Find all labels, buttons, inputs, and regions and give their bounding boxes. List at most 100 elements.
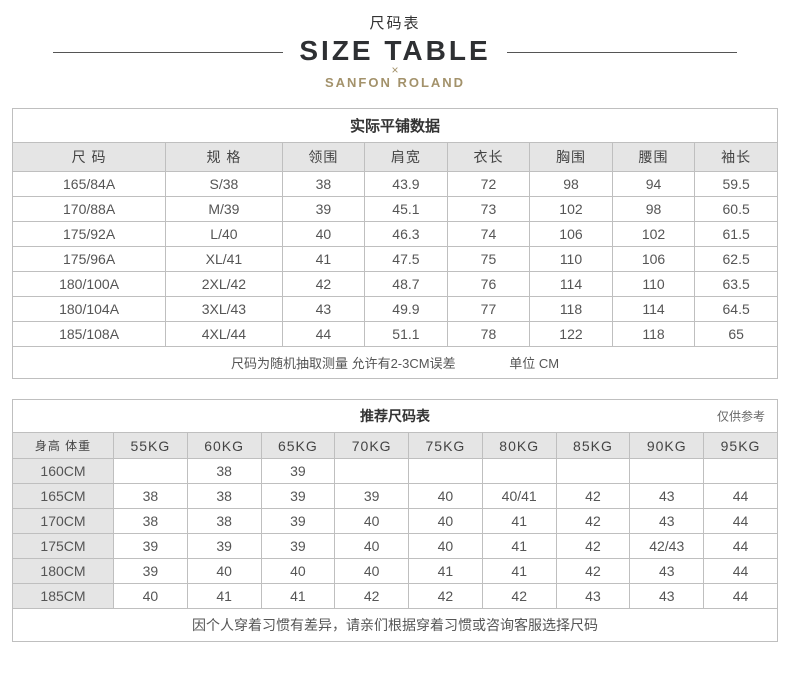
table1-cell: 180/104A — [13, 297, 166, 322]
table1-cell: 106 — [530, 222, 613, 247]
table2-cell: 40 — [261, 559, 335, 584]
table1-cell: 43.9 — [365, 172, 448, 197]
table2-cell — [113, 459, 187, 484]
table1-cell: 47.5 — [365, 247, 448, 272]
table2-cell: 38 — [187, 459, 261, 484]
table2-cell: 43 — [556, 584, 630, 609]
table1-cell: 75 — [447, 247, 530, 272]
table1-cell: 185/108A — [13, 322, 166, 347]
table2-height-cell: 185CM — [13, 584, 114, 609]
table1-footer-unit: 单位 CM — [509, 353, 559, 372]
col-70kg: 70KG — [335, 433, 409, 459]
table1-cell: 64.5 — [695, 297, 778, 322]
table1-cell: 110 — [612, 272, 695, 297]
table2-height-cell: 160CM — [13, 459, 114, 484]
table1-row: 175/92AL/404046.37410610261.5 — [13, 222, 778, 247]
corner-label: 身高 体重 — [13, 433, 114, 459]
col-95kg: 95KG — [704, 433, 778, 459]
col-spec: 规 格 — [166, 143, 282, 172]
table1-cell: 106 — [612, 247, 695, 272]
table2-cell — [335, 459, 409, 484]
table2-row: 180CM394040404141424344 — [13, 559, 778, 584]
measurement-table-wrap: 实际平铺数据 尺 码 规 格 领围 肩宽 衣长 胸围 腰围 袖长 165/84A… — [0, 108, 790, 379]
col-collar: 领围 — [282, 143, 365, 172]
table1-cell: 94 — [612, 172, 695, 197]
table2-cell: 42 — [556, 484, 630, 509]
table1-cell: 78 — [447, 322, 530, 347]
col-65kg: 65KG — [261, 433, 335, 459]
table2-cell: 40 — [187, 559, 261, 584]
table1-cell: 118 — [530, 297, 613, 322]
table2-cell: 42 — [556, 509, 630, 534]
table2-cell: 38 — [113, 484, 187, 509]
table2-cell: 39 — [261, 509, 335, 534]
table1-cell: 63.5 — [695, 272, 778, 297]
header: 尺码表 SIZE TABLE × SANFON ROLAND — [0, 0, 790, 98]
table2-cell — [630, 459, 704, 484]
table2-row: 165CM383839394040/41424344 — [13, 484, 778, 509]
table2-title-row: 推荐尺码表 仅供参考 — [13, 400, 778, 433]
col-90kg: 90KG — [630, 433, 704, 459]
table1-cell: 175/96A — [13, 247, 166, 272]
table1-cell: 110 — [530, 247, 613, 272]
table2-cell — [409, 459, 483, 484]
table2-cell — [556, 459, 630, 484]
table2-cell: 42 — [556, 534, 630, 559]
table1-cell: 61.5 — [695, 222, 778, 247]
table1-cell: 59.5 — [695, 172, 778, 197]
col-55kg: 55KG — [113, 433, 187, 459]
table2-reference-note: 仅供参考 — [717, 408, 765, 425]
table2-cell: 43 — [630, 559, 704, 584]
table2-row: 160CM3839 — [13, 459, 778, 484]
table2-header-row: 身高 体重 55KG 60KG 65KG 70KG 75KG 80KG 85KG… — [13, 433, 778, 459]
table1-cell: 3XL/43 — [166, 297, 282, 322]
table1-cell: 62.5 — [695, 247, 778, 272]
table2-cell: 43 — [630, 584, 704, 609]
table2-cell: 42/43 — [630, 534, 704, 559]
col-shoulder: 肩宽 — [365, 143, 448, 172]
measurement-table: 实际平铺数据 尺 码 规 格 领围 肩宽 衣长 胸围 腰围 袖长 165/84A… — [12, 108, 778, 379]
table2-cell: 41 — [409, 559, 483, 584]
table2-cell — [482, 459, 556, 484]
table1-row: 170/88AM/393945.1731029860.5 — [13, 197, 778, 222]
brand-name: SANFON ROLAND — [0, 75, 790, 90]
table2-cell: 39 — [113, 534, 187, 559]
table1-cell: 65 — [695, 322, 778, 347]
recommend-table: 推荐尺码表 仅供参考 身高 体重 55KG 60KG 65KG 70KG 75K… — [12, 399, 778, 642]
table1-cell: 43 — [282, 297, 365, 322]
table2-row: 170CM383839404041424344 — [13, 509, 778, 534]
table2-row: 185CM404141424242434344 — [13, 584, 778, 609]
table1-cell: S/38 — [166, 172, 282, 197]
table1-row: 165/84AS/383843.972989459.5 — [13, 172, 778, 197]
table2-cell — [704, 459, 778, 484]
table1-footer: 尺码为随机抽取测量 允许有2-3CM误差 单位 CM — [13, 347, 778, 379]
table2-cell: 44 — [704, 484, 778, 509]
table2-cell: 40/41 — [482, 484, 556, 509]
col-size: 尺 码 — [13, 143, 166, 172]
table2-height-cell: 180CM — [13, 559, 114, 584]
table1-cell: 44 — [282, 322, 365, 347]
recommend-table-wrap: 推荐尺码表 仅供参考 身高 体重 55KG 60KG 65KG 70KG 75K… — [0, 399, 790, 642]
table2-cell: 42 — [482, 584, 556, 609]
table2-cell: 40 — [409, 509, 483, 534]
table1-cell: 41 — [282, 247, 365, 272]
table1-cell: 38 — [282, 172, 365, 197]
table1-cell: 98 — [530, 172, 613, 197]
col-60kg: 60KG — [187, 433, 261, 459]
col-chest: 胸围 — [530, 143, 613, 172]
table1-header-row: 尺 码 规 格 领围 肩宽 衣长 胸围 腰围 袖长 — [13, 143, 778, 172]
table2-title: 推荐尺码表 — [360, 408, 430, 424]
table1-cell: 2XL/42 — [166, 272, 282, 297]
table2-row: 175CM3939394040414242/4344 — [13, 534, 778, 559]
title-english: SIZE TABLE — [283, 35, 506, 67]
table1-cell: 42 — [282, 272, 365, 297]
table1-cell: 74 — [447, 222, 530, 247]
table2-cell: 44 — [704, 509, 778, 534]
table1-cell: 102 — [530, 197, 613, 222]
table1-cell: 72 — [447, 172, 530, 197]
table2-cell: 40 — [409, 484, 483, 509]
col-waist: 腰围 — [612, 143, 695, 172]
table2-cell: 40 — [113, 584, 187, 609]
table2-cell: 41 — [482, 509, 556, 534]
table2-cell: 38 — [187, 509, 261, 534]
